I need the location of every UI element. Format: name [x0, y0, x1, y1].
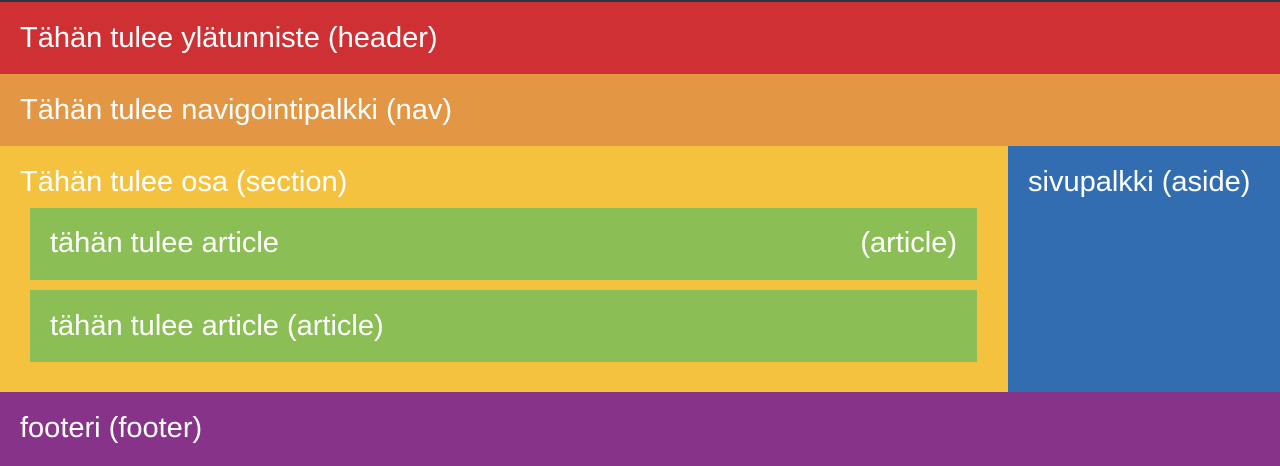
nav-region: Tähän tulee navigointipalkki (nav): [0, 74, 1280, 146]
footer-label: footeri (footer): [20, 412, 203, 444]
nav-label: Tähän tulee navigointipalkki (nav): [20, 94, 453, 126]
header-label: Tähän tulee ylätunniste (header): [20, 22, 438, 54]
article-block: tähän tulee article (article): [30, 208, 977, 280]
section-label: Tähän tulee osa (section): [20, 166, 348, 198]
aside-label: sivupalkki (aside): [1028, 166, 1251, 198]
aside-region: sivupalkki (aside): [1008, 146, 1280, 392]
footer-region: footeri (footer): [0, 392, 1280, 466]
section-region: Tähän tulee osa (section) tähän tulee ar…: [0, 146, 1008, 392]
article-block: tähän tulee article (article): [30, 290, 977, 362]
article-label: tähän tulee article (article): [50, 310, 384, 342]
article-tag: (article): [860, 227, 957, 259]
article-label: tähän tulee article: [50, 227, 279, 259]
top-border: [0, 0, 1280, 2]
header-region: Tähän tulee ylätunniste (header): [0, 2, 1280, 74]
